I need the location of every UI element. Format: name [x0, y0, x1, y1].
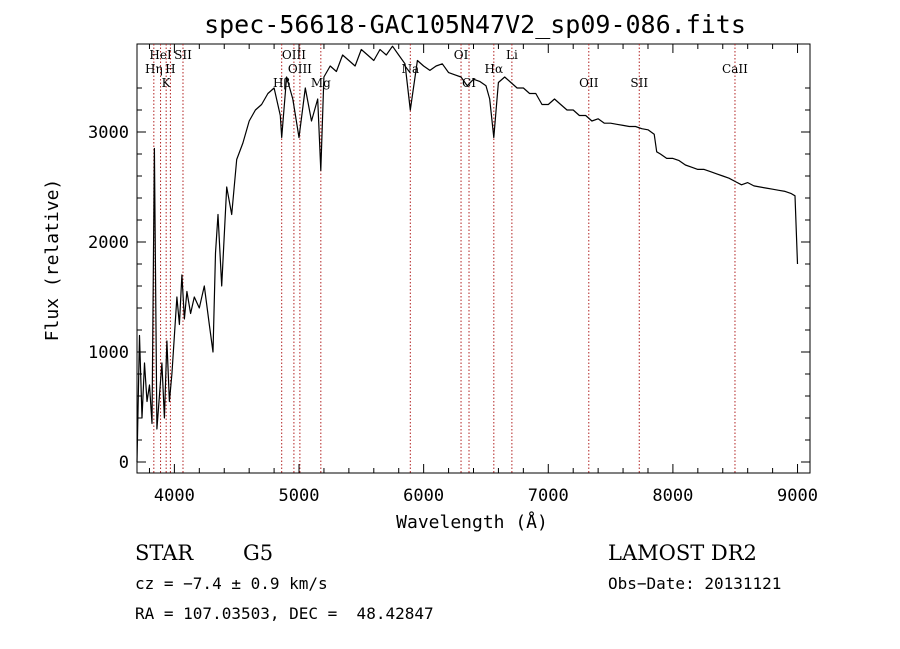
x-tick-label: 6000 [403, 486, 444, 506]
y-axis-label: Flux (relative) [42, 179, 63, 342]
spectral-line-label: K [162, 76, 172, 90]
x-tick-label: 7000 [528, 486, 569, 506]
spectral-line-label: OI [454, 48, 469, 62]
y-tick-label: 1000 [88, 343, 129, 363]
spectral-line-label: H [165, 62, 175, 76]
spectral-subclass: G5 [243, 541, 273, 565]
y-tick-label: 3000 [88, 123, 129, 143]
spectral-line-label: Hη [145, 62, 163, 76]
y-tick-label: 2000 [88, 233, 129, 253]
survey-name: LAMOST DR2 [608, 541, 757, 565]
spectral-line-label: SII [174, 48, 192, 62]
spectral-line-label: HeI [149, 48, 172, 62]
x-tick-label: 9000 [777, 486, 818, 506]
spectral-line-label: OII [579, 76, 599, 90]
object-class: STAR [135, 541, 194, 565]
spectral-line-label: SII [630, 76, 648, 90]
plot-area: 4000 5000 6000 7000 8000 90000100020003000HηH… [88, 43, 818, 506]
x-tick-label: 5000 [279, 486, 320, 506]
spectrum-series-line [136, 45, 799, 463]
chart-title: spec-56618-GAC105N47V2_sp09-086.fits [204, 10, 746, 39]
spectral-line-label: Li [506, 48, 518, 62]
spectral-line-label: Mg [311, 76, 331, 90]
ra-dec-readout: RA = 107.03503, DEC = 48.42847 [135, 604, 434, 623]
x-tick-label: 4000 [154, 486, 195, 506]
spectral-line-label: CaII [722, 62, 748, 76]
plot-frame [136, 43, 811, 474]
spectral-line-label: OIII [288, 62, 312, 76]
spectral-line-label: OIII [282, 48, 306, 62]
y-tick-label: 0 [119, 453, 129, 473]
x-axis-label: Wavelength (Å) [396, 511, 548, 533]
redshift-readout: cz = −7.4 ± 0.9 km/s [135, 574, 328, 593]
spectral-line-label: Hα [485, 62, 504, 76]
obs-date: Obs−Date: 20131121 [608, 574, 781, 593]
x-tick-label: 8000 [652, 486, 693, 506]
